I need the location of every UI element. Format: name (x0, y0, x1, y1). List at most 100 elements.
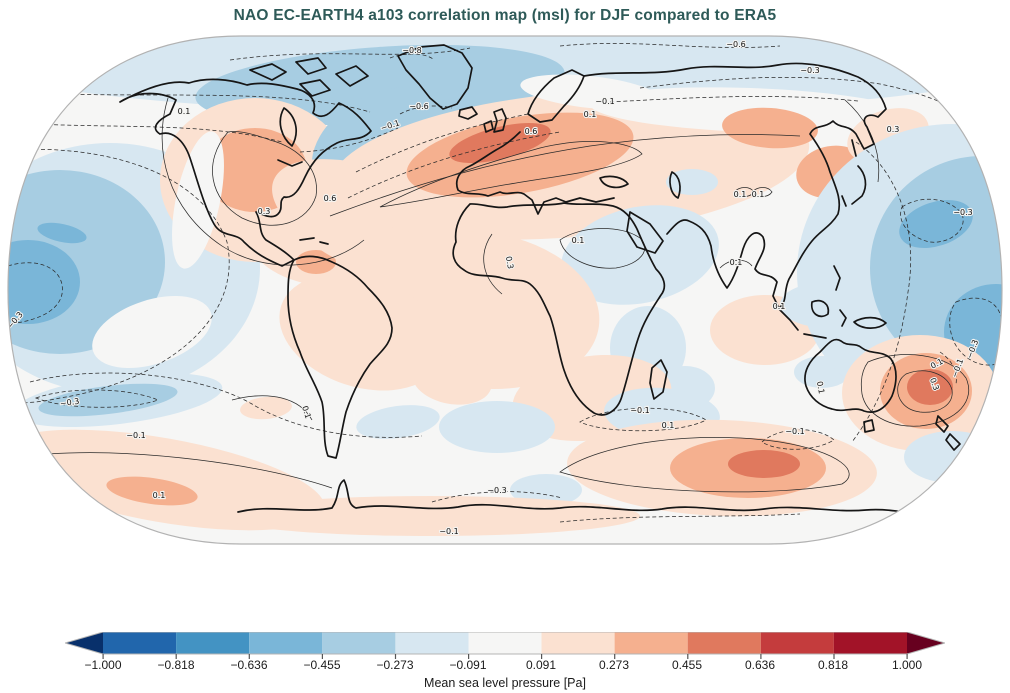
colorbar-tick-label: −1.000 (84, 658, 122, 672)
colorbar-tick-label: −0.818 (157, 658, 195, 672)
fill-southern-blue3 (904, 431, 1000, 483)
contour-label: −0.1 (126, 431, 145, 440)
contour-label: 0.1 (584, 110, 597, 119)
fill-norwegian-white-strip (520, 74, 660, 110)
fill-tasman-core (907, 369, 953, 405)
contour-neg (34, 389, 160, 408)
contour-neg (949, 297, 1002, 366)
contour-neg (431, 491, 563, 503)
colorbar-segment (541, 632, 615, 654)
correlation-map: −0.8 −0.6 −0.3 −0.6 −0.1 0.6 0.1 −0.1 0.… (7, 35, 1003, 545)
colorbar-tick-marks (102, 654, 908, 659)
colorbar-segment (833, 632, 907, 654)
contour-pos (231, 395, 313, 421)
coast-cuba (277, 159, 329, 245)
fill-southern-blue1 (439, 401, 555, 453)
map-fill-layer (8, 36, 1002, 544)
coast-caspian (669, 171, 681, 199)
fill-sam-south-peach (240, 396, 292, 420)
contour-label: −0.6 (409, 102, 428, 111)
contour-neg (229, 47, 471, 61)
colorbar-tick-label: −0.455 (303, 658, 341, 672)
contour-label: 0.1 (734, 190, 747, 199)
contour-pos (379, 141, 643, 208)
page-title: NAO EC-EARTH4 a103 correlation map (msl)… (233, 7, 777, 24)
coast-british-isles (483, 108, 507, 133)
contour-label: 0.1 (752, 190, 765, 199)
coast-madagascar (649, 359, 668, 400)
contour-label: −0.3 (800, 66, 819, 75)
fill-caspian-blue (666, 169, 718, 195)
colorbar-tick-label: 0.091 (525, 658, 557, 672)
contour-neg (347, 131, 561, 199)
contour-label: −0.6 (726, 40, 745, 49)
colorbar-axis-label: Mean sea level pressure [Pa] (424, 676, 586, 690)
fill-swstreak-blue (38, 383, 178, 417)
contour-label: 0.1 (730, 258, 743, 267)
colorbar-segment (468, 632, 542, 654)
contour-label: 0.1 (153, 491, 166, 500)
colorbar-segment (760, 632, 834, 654)
coast-australia (804, 338, 897, 433)
coast-new-zealand (935, 415, 961, 451)
colorbar-segment (249, 632, 323, 654)
contour-pos (860, 354, 970, 427)
coast-asia (583, 62, 887, 309)
coast-arctic-islands (249, 57, 369, 97)
contour-labels: −0.8 −0.6 −0.3 −0.6 −0.1 0.6 0.1 −0.1 0.… (8, 39, 981, 537)
contour-label: −0.1 (595, 97, 614, 106)
coast-japan (841, 139, 867, 207)
coast-se-asia-islands (773, 265, 887, 339)
contour-pos (897, 370, 953, 413)
map-boundary (7, 35, 1003, 545)
contour-label: 0.3 (887, 125, 900, 134)
fill-southern-blue4 (356, 405, 440, 439)
colorbar-segment (687, 632, 761, 654)
fill-europe-band (406, 112, 634, 198)
colorbar-segment (322, 632, 396, 654)
contour-label: 0.1 (815, 381, 826, 395)
contour-label: −0.8 (402, 46, 421, 55)
contour-neg (900, 198, 964, 243)
colorbar-tick-label: 1.000 (891, 658, 923, 672)
contour-neg (559, 513, 801, 523)
contour-neg (851, 141, 911, 443)
fill-westcoast-white (172, 131, 224, 269)
contour-neg (355, 113, 529, 173)
contour-pos (329, 134, 801, 217)
coast-hudson-bay (279, 107, 297, 147)
coast-arabia (626, 211, 664, 254)
fill-antarctic-peach (220, 496, 640, 536)
fill-neafrica-blue (561, 205, 719, 305)
contour-pos (47, 452, 333, 489)
colorbar-tick-label: −0.273 (376, 658, 414, 672)
fill-southern-blue2 (510, 474, 582, 506)
contour-pos (751, 187, 773, 197)
fill-ural-orange (722, 107, 818, 149)
fill-brazil-peach (279, 273, 445, 391)
contour-pos (719, 259, 753, 269)
contour-neg (939, 351, 957, 385)
contour-label: 0.3 (504, 256, 515, 270)
fill-pacific-white-hole (92, 296, 212, 368)
colorbar: −1.000 −0.818 −0.636 −0.455 −0.273 −0.09… (65, 632, 945, 692)
fill-swband-core (106, 476, 198, 506)
contour-pos (212, 131, 317, 226)
contour-label: −0.1 (785, 427, 804, 436)
contour-label: 0.1 (178, 107, 191, 116)
colorbar-segment (395, 632, 469, 654)
coast-iceland (458, 106, 478, 120)
contour-neg (609, 96, 859, 103)
colorbar-over-arrow (907, 632, 945, 654)
fill-npacific-west-core (8, 240, 80, 324)
coastlines (119, 44, 961, 519)
contour-label: −0.1 (439, 527, 458, 536)
colorbar-tick-label: 0.636 (744, 658, 776, 672)
contour-label: 0.6 (525, 127, 538, 136)
contour-neg (8, 262, 63, 325)
contour-label: 0.1 (572, 236, 585, 245)
contour-pos (483, 233, 503, 295)
contour-pos (161, 97, 365, 266)
contour-label: −0.3 (487, 486, 506, 495)
